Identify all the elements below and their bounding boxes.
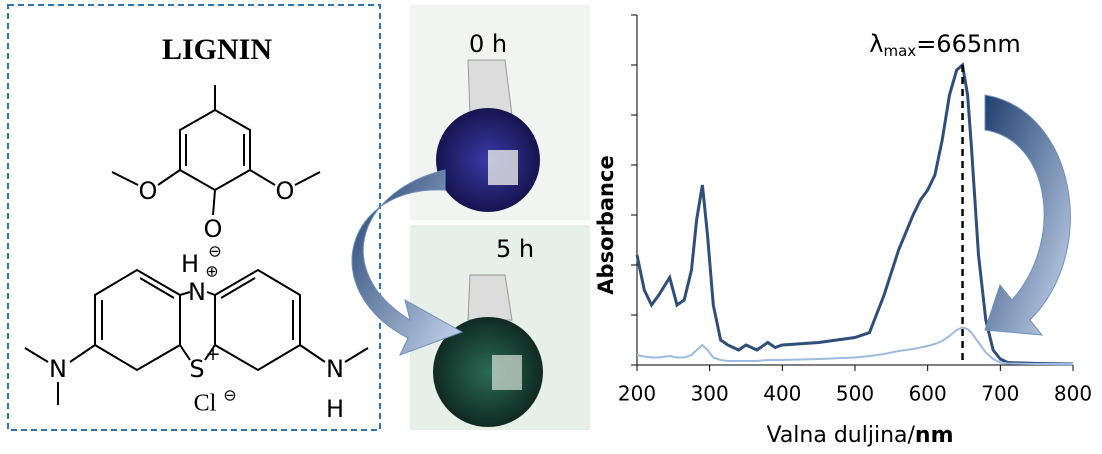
x-axis-label-text: Valna duljina/ — [766, 423, 915, 448]
curved-arrow — [984, 94, 1071, 336]
atom: H — [181, 250, 199, 278]
x-axis-label-unit: nm — [915, 423, 954, 448]
flask-label — [488, 150, 518, 185]
atom: N — [49, 355, 67, 383]
atom: O — [276, 177, 295, 205]
structure-box — [7, 4, 381, 431]
phenothiazine-structure — [24, 268, 369, 405]
atom: S — [189, 355, 204, 383]
x-tick-label: 800 — [1054, 382, 1092, 406]
x-tick-label: 400 — [763, 382, 801, 406]
atom: O — [139, 177, 158, 205]
charge: ⊖ — [208, 242, 221, 261]
series-line — [636, 326, 1073, 365]
flask-neck — [467, 59, 513, 116]
flask-label — [492, 355, 522, 390]
structure-title: LIGNIN — [162, 33, 272, 66]
atom: N — [188, 278, 206, 306]
annotation-subscript: max — [884, 42, 917, 60]
atom: H — [326, 395, 344, 423]
annotation-text: =665nm — [916, 30, 1021, 58]
x-axis-label: Valna duljina/nm — [766, 423, 953, 448]
annotation-symbol: λ — [869, 30, 883, 58]
flask-green — [433, 317, 543, 427]
atom: N — [326, 355, 344, 383]
curved-arrow — [351, 169, 464, 356]
x-tick-label: 700 — [981, 382, 1019, 406]
charge: + — [205, 344, 220, 365]
charge: ⊕ — [205, 262, 218, 281]
x-tick-label: 300 — [691, 382, 729, 406]
x-tick-label: 600 — [909, 382, 947, 406]
atom: O — [204, 215, 223, 243]
charge: ⊖ — [223, 386, 236, 405]
series-line — [635, 62, 1074, 366]
x-tick-label: 500 — [836, 382, 874, 406]
flask-neck — [467, 274, 513, 321]
photo-label: 0 h — [469, 30, 507, 58]
atom: Cl — [194, 391, 217, 417]
annotation: λmax=665nm — [869, 30, 1020, 60]
y-axis-label: Absorbance — [594, 155, 618, 294]
photo-label: 5 h — [496, 235, 534, 263]
lignin-structure — [111, 85, 321, 216]
x-tick-label: 200 — [618, 382, 656, 406]
